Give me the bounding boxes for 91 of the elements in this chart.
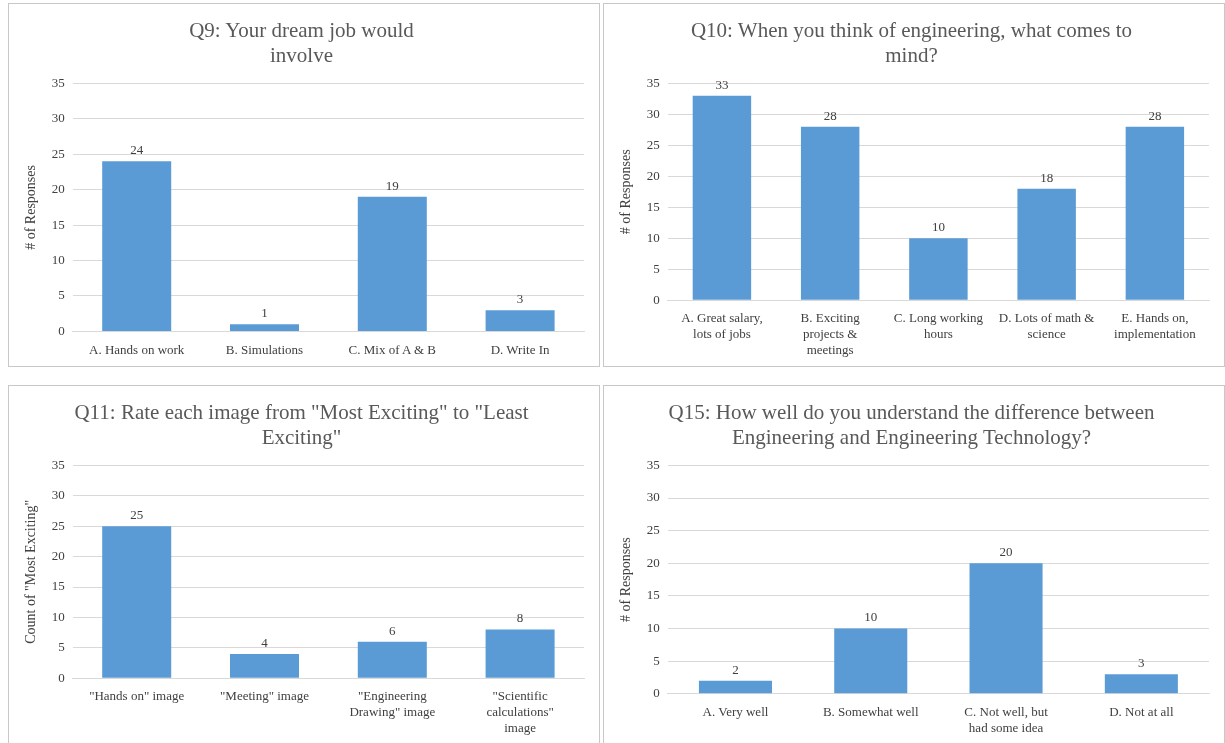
bar xyxy=(102,161,172,331)
bar xyxy=(800,126,860,300)
x-tick-label: D. Lots of math & science xyxy=(998,310,1095,342)
chart-title: Q10: When you think of engineering, what comes to mind? xyxy=(690,18,1133,68)
x-tick-label: B. Exciting projects & meetings xyxy=(800,310,861,357)
y-tick-label: 15 xyxy=(646,198,660,214)
x-tick-label: C. Not well, but had some idea xyxy=(964,704,1049,735)
y-axis-title: # of Responses xyxy=(618,149,634,235)
bar xyxy=(834,628,908,694)
chart-title: Q15: How well do you understand the difference between Engineering and Engineering Technology? xyxy=(668,400,1155,450)
bar xyxy=(692,95,752,300)
x-tick-label: C. Mix of A & B xyxy=(348,341,437,357)
x-tick-label: B. Somewhat well xyxy=(822,704,919,720)
y-tick-label: 5 xyxy=(653,652,660,668)
x-tick-label: "Scientific calculations" image xyxy=(486,688,554,735)
bar xyxy=(969,563,1043,694)
data-label: 10 xyxy=(864,609,878,625)
y-tick-label: 25 xyxy=(51,145,65,161)
data-label: 20 xyxy=(999,544,1013,560)
x-tick-label: A. Hands on work xyxy=(89,341,185,357)
bar xyxy=(485,629,555,678)
x-tick-label: "Hands on" image xyxy=(89,688,185,704)
y-tick-label: 20 xyxy=(51,181,65,197)
bar xyxy=(698,680,772,694)
data-label: 2 xyxy=(732,661,739,677)
y-tick-label: 30 xyxy=(51,487,65,503)
y-tick-label: 30 xyxy=(646,105,660,121)
y-tick-label: 10 xyxy=(646,619,660,635)
x-tick-label: D. Not at all xyxy=(1109,704,1174,720)
y-tick-label: 25 xyxy=(646,522,660,538)
y-tick-label: 25 xyxy=(646,136,660,152)
data-label: 8 xyxy=(516,610,524,626)
y-tick-label: 10 xyxy=(51,608,65,624)
data-label: 18 xyxy=(1040,169,1054,185)
x-tick-label: B. Simulations xyxy=(225,341,304,357)
x-tick-label: "Engineering Drawing" image xyxy=(349,688,436,720)
data-label: 3 xyxy=(1138,655,1145,671)
y-tick-label: 35 xyxy=(646,456,660,472)
x-tick-label: A. Very well xyxy=(702,704,769,720)
chart-title: Q11: Rate each image from "Most Exciting" to "Least Exciting" xyxy=(74,400,529,450)
y-tick-label: 35 xyxy=(51,74,65,90)
y-tick-label: 25 xyxy=(51,517,65,533)
y-tick-label: 0 xyxy=(58,322,65,338)
bar xyxy=(1104,674,1178,694)
y-tick-label: 20 xyxy=(51,548,65,564)
y-tick-label: 35 xyxy=(646,74,660,90)
x-tick-label: C. Long working hours xyxy=(893,310,984,342)
bar xyxy=(357,641,427,678)
data-label: 28 xyxy=(823,107,837,123)
data-label: 10 xyxy=(931,219,945,235)
bar xyxy=(1125,126,1185,300)
data-label: 28 xyxy=(1148,107,1162,123)
y-tick-label: 15 xyxy=(51,216,65,232)
x-tick-label: D. Write In xyxy=(490,341,550,357)
data-label: 24 xyxy=(130,142,144,158)
y-tick-label: 20 xyxy=(646,554,660,570)
data-label: 19 xyxy=(385,177,399,193)
bar xyxy=(485,310,555,331)
data-label: 4 xyxy=(261,634,269,650)
y-tick-label: 10 xyxy=(51,251,65,267)
y-tick-label: 5 xyxy=(58,287,65,303)
bar xyxy=(229,324,300,331)
y-tick-label: 0 xyxy=(58,669,65,685)
y-tick-label: 5 xyxy=(653,260,660,276)
y-tick-label: 30 xyxy=(51,110,65,126)
y-tick-label: 10 xyxy=(646,229,660,245)
bar xyxy=(357,196,427,331)
y-tick-label: 15 xyxy=(51,578,65,594)
y-tick-label: 5 xyxy=(58,639,65,655)
y-tick-label: 15 xyxy=(646,587,660,603)
data-label: 6 xyxy=(389,622,397,638)
x-tick-label: "Meeting" image xyxy=(220,688,310,704)
x-tick-label: A. Great salary, lots of jobs xyxy=(681,310,763,342)
y-axis-title: # of Responses xyxy=(23,165,39,250)
bar xyxy=(229,653,300,678)
y-tick-label: 35 xyxy=(51,456,65,472)
chart-title: Q9: Your dream job would involve xyxy=(189,18,415,68)
data-label: 3 xyxy=(516,291,524,307)
bar xyxy=(909,238,968,300)
x-tick-label: E. Hands on, implementation xyxy=(1114,310,1197,342)
y-tick-label: 0 xyxy=(653,291,660,307)
y-tick-label: 20 xyxy=(646,167,660,183)
bar xyxy=(1017,188,1076,300)
y-axis-title: # of Responses xyxy=(618,537,634,622)
y-tick-label: 30 xyxy=(646,489,660,505)
data-label: 25 xyxy=(130,507,144,523)
bar xyxy=(102,526,172,678)
data-label: 1 xyxy=(261,305,268,321)
data-label: 33 xyxy=(715,76,729,92)
y-axis-title: Count of "Most Exciting" xyxy=(23,499,39,644)
y-tick-label: 0 xyxy=(653,685,660,701)
